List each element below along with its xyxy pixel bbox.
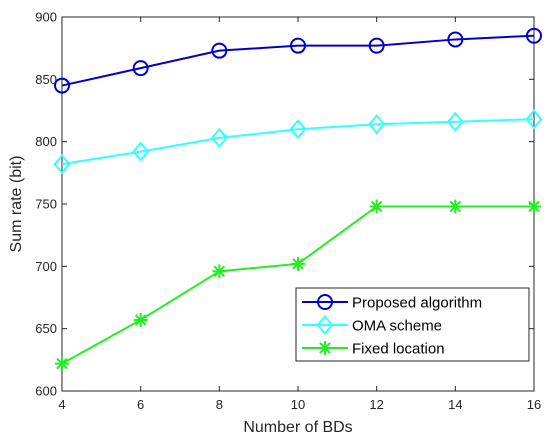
asterisk-marker [212, 264, 227, 279]
series-line [61, 34, 535, 87]
circle-marker [54, 77, 70, 94]
series-layer [53, 27, 543, 371]
diamond-marker [210, 127, 228, 148]
asterisk-marker [291, 256, 305, 271]
circle-marker [132, 60, 149, 77]
asterisk-marker [448, 199, 463, 214]
circle-marker [290, 37, 306, 54]
series-line [61, 118, 535, 166]
y-tick-label: 850 [35, 72, 57, 87]
y-tick-label: 700 [35, 259, 57, 274]
series-fixed-location [55, 199, 541, 371]
diamond-marker [289, 119, 307, 140]
asterisk-marker [527, 199, 541, 214]
legend-label: Fixed location [352, 341, 445, 358]
legend: Proposed algorithm OMA scheme Fixed locati… [295, 287, 530, 362]
y-axis-label: Sum rate (bit) [8, 156, 25, 253]
y-tick-label: 900 [35, 10, 57, 25]
circle-marker [368, 37, 385, 54]
diamond-marker [53, 154, 71, 175]
y-tick-label: 750 [35, 197, 57, 212]
legend-entry: Proposed algorithm [302, 294, 482, 312]
y-tick-label: 600 [35, 384, 57, 399]
circle-marker [526, 27, 542, 44]
legend-label: Proposed algorithm [352, 295, 482, 312]
circle-marker [447, 31, 464, 48]
x-tick-label: 6 [137, 397, 144, 412]
x-tick-label: 8 [216, 397, 223, 412]
x-tick-label: 14 [448, 397, 462, 412]
series-proposed-algorithm [54, 27, 542, 94]
x-tick-label: 4 [58, 397, 65, 412]
asterisk-marker [133, 312, 148, 327]
x-tick-label: 16 [527, 397, 541, 412]
legend-entry: Fixed location [302, 341, 445, 358]
diamond-marker [132, 141, 150, 162]
circle-marker [317, 294, 333, 310]
legend-label: OMA scheme [352, 318, 442, 335]
asterisk-marker [369, 199, 384, 214]
asterisk-marker [55, 356, 69, 371]
x-axis-ticks: 4 6 8 10 12 14 16 [58, 17, 541, 412]
series-oma-scheme [53, 109, 543, 175]
diamond-marker [368, 114, 386, 135]
x-tick-label: 12 [369, 397, 383, 412]
y-tick-label: 650 [35, 321, 57, 336]
x-axis-label: Number of BDs [243, 419, 352, 436]
diamond-marker [525, 109, 543, 130]
legend-entry: OMA scheme [302, 314, 442, 336]
diamond-marker [446, 111, 464, 132]
asterisk-marker [318, 341, 332, 355]
circle-marker [211, 42, 228, 59]
diamond-marker [316, 314, 334, 336]
y-tick-label: 800 [35, 134, 57, 149]
x-tick-label: 10 [291, 397, 305, 412]
